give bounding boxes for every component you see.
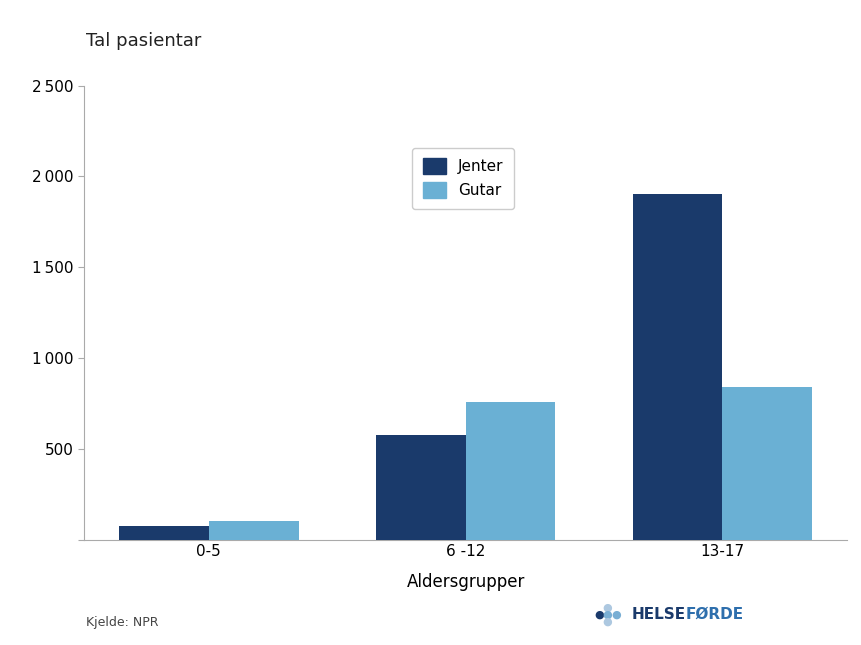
Text: ●: ●	[610, 610, 621, 620]
Text: Tal pasientar: Tal pasientar	[86, 32, 201, 50]
Bar	[208, 521, 298, 540]
X-axis label: Aldersgrupper: Aldersgrupper	[406, 573, 524, 591]
Legend: Jenter, Gutar: Jenter, Gutar	[412, 148, 514, 208]
Bar	[465, 402, 554, 540]
Bar	[632, 195, 722, 540]
Text: ●: ●	[602, 610, 612, 620]
Bar	[119, 526, 208, 540]
Text: Kjelde: NPR: Kjelde: NPR	[86, 616, 158, 629]
Text: FØRDE: FØRDE	[684, 607, 742, 622]
Bar	[722, 387, 811, 540]
Text: ●: ●	[602, 617, 612, 627]
Text: ●: ●	[602, 602, 612, 613]
Text: ●: ●	[593, 610, 604, 620]
Text: HELSE: HELSE	[631, 607, 685, 622]
Bar	[375, 435, 465, 540]
